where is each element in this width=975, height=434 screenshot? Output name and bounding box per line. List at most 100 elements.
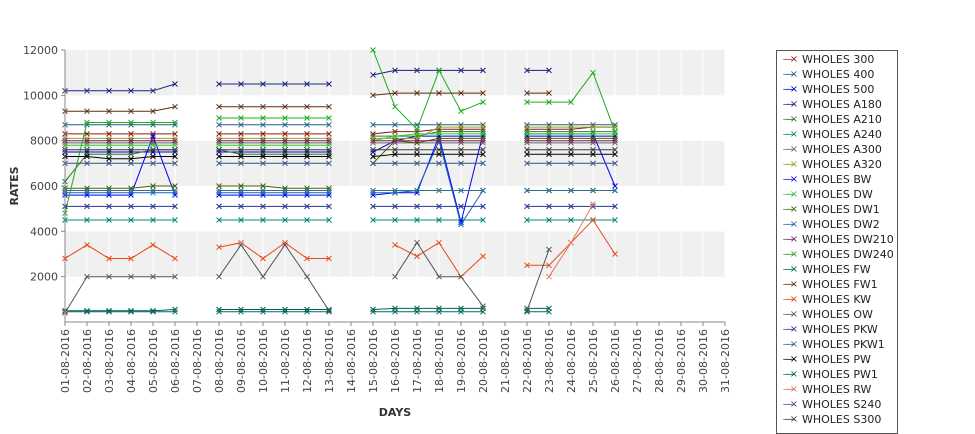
data-point bbox=[172, 146, 178, 153]
data-point bbox=[106, 307, 112, 314]
legend-marker-icon: —×— bbox=[782, 54, 798, 80]
data-point bbox=[436, 67, 442, 74]
legend-marker-icon: —×— bbox=[782, 204, 798, 230]
legend-item: —×— WHOLES FW1 bbox=[777, 277, 897, 305]
data-point bbox=[238, 135, 244, 142]
data-point bbox=[128, 192, 134, 198]
data-point bbox=[524, 160, 530, 167]
data-point bbox=[524, 151, 530, 158]
x-tick-label: 29-08-2016 bbox=[675, 329, 688, 393]
data-point bbox=[260, 153, 266, 160]
legend-marker-icon: —×— bbox=[782, 249, 798, 275]
data-point bbox=[436, 135, 442, 142]
data-point bbox=[106, 273, 112, 280]
legend-item: —×— WHOLES A240 bbox=[777, 127, 897, 155]
x-axis-title: DAYS bbox=[379, 406, 412, 419]
series-line bbox=[372, 69, 483, 76]
data-point bbox=[568, 217, 574, 223]
data-point bbox=[370, 149, 376, 155]
data-point bbox=[106, 151, 112, 158]
data-point bbox=[524, 90, 530, 96]
data-point bbox=[436, 90, 442, 96]
data-point bbox=[370, 146, 376, 153]
data-point bbox=[458, 135, 464, 142]
data-point bbox=[568, 151, 574, 158]
data-point bbox=[436, 308, 442, 315]
data-point bbox=[260, 146, 266, 153]
data-point bbox=[216, 308, 222, 315]
data-point bbox=[172, 131, 178, 137]
data-point bbox=[546, 99, 552, 105]
series-group bbox=[62, 201, 596, 316]
data-point bbox=[150, 307, 156, 314]
data-point bbox=[370, 192, 376, 198]
series-line bbox=[219, 185, 329, 189]
data-point bbox=[326, 142, 332, 149]
legend-label: WHOLES RW bbox=[802, 383, 872, 396]
data-point bbox=[568, 131, 574, 137]
data-point bbox=[326, 151, 332, 158]
x-tick-label: 09-08-2016 bbox=[235, 329, 248, 393]
data-point bbox=[436, 160, 442, 167]
data-point bbox=[172, 135, 178, 142]
legend-label: WHOLES FW1 bbox=[802, 278, 878, 291]
data-point bbox=[546, 121, 552, 128]
data-point bbox=[128, 121, 134, 128]
series-line bbox=[218, 242, 329, 260]
legend-marker-icon: —×— bbox=[782, 219, 798, 245]
series-line bbox=[65, 134, 176, 196]
data-point bbox=[524, 128, 530, 135]
x-tick-label: 20-08-2016 bbox=[477, 329, 490, 393]
data-point bbox=[128, 135, 134, 142]
data-point bbox=[282, 137, 288, 144]
data-point bbox=[282, 121, 288, 128]
data-point bbox=[172, 306, 178, 313]
data-point bbox=[172, 153, 178, 160]
data-point bbox=[304, 149, 310, 155]
series-line bbox=[65, 185, 175, 189]
data-point bbox=[238, 203, 244, 210]
data-point bbox=[612, 160, 618, 167]
x-tick-label: 25-08-2016 bbox=[587, 329, 600, 393]
series-line bbox=[218, 244, 330, 311]
data-point bbox=[216, 244, 222, 251]
data-point bbox=[458, 121, 464, 128]
x-tick-label: 19-08-2016 bbox=[455, 329, 468, 393]
data-point bbox=[370, 72, 376, 78]
data-point bbox=[590, 137, 596, 144]
data-point bbox=[106, 137, 112, 144]
data-point bbox=[546, 90, 552, 96]
data-point bbox=[106, 108, 112, 115]
data-point bbox=[590, 201, 596, 207]
legend-label: WHOLES S240 bbox=[802, 398, 882, 411]
data-point bbox=[612, 146, 618, 153]
data-point bbox=[326, 203, 332, 210]
data-point bbox=[392, 273, 398, 280]
data-point bbox=[238, 140, 244, 146]
x-tick-label: 24-08-2016 bbox=[565, 329, 578, 393]
data-point bbox=[84, 142, 90, 149]
x-tick-label: 11-08-2016 bbox=[279, 329, 292, 393]
data-point bbox=[304, 131, 310, 137]
legend-item: —×— WHOLES PW bbox=[777, 352, 897, 380]
data-point bbox=[436, 187, 442, 194]
data-point bbox=[414, 160, 420, 167]
data-point bbox=[238, 137, 244, 144]
series-line bbox=[65, 83, 176, 92]
y-tick-label: 4000 bbox=[30, 225, 58, 238]
series-group bbox=[62, 121, 618, 128]
data-point bbox=[84, 151, 90, 158]
data-point bbox=[458, 131, 464, 137]
data-point bbox=[524, 307, 530, 314]
data-point bbox=[238, 115, 244, 121]
data-point bbox=[150, 121, 156, 128]
data-point bbox=[150, 203, 156, 210]
data-point bbox=[546, 262, 552, 269]
data-point bbox=[524, 140, 530, 146]
data-point bbox=[84, 242, 90, 248]
data-point bbox=[150, 242, 156, 248]
data-point bbox=[590, 217, 596, 223]
x-tick-label: 06-08-2016 bbox=[169, 329, 182, 393]
data-point bbox=[524, 308, 530, 315]
y-tick-label: 12000 bbox=[23, 44, 58, 57]
